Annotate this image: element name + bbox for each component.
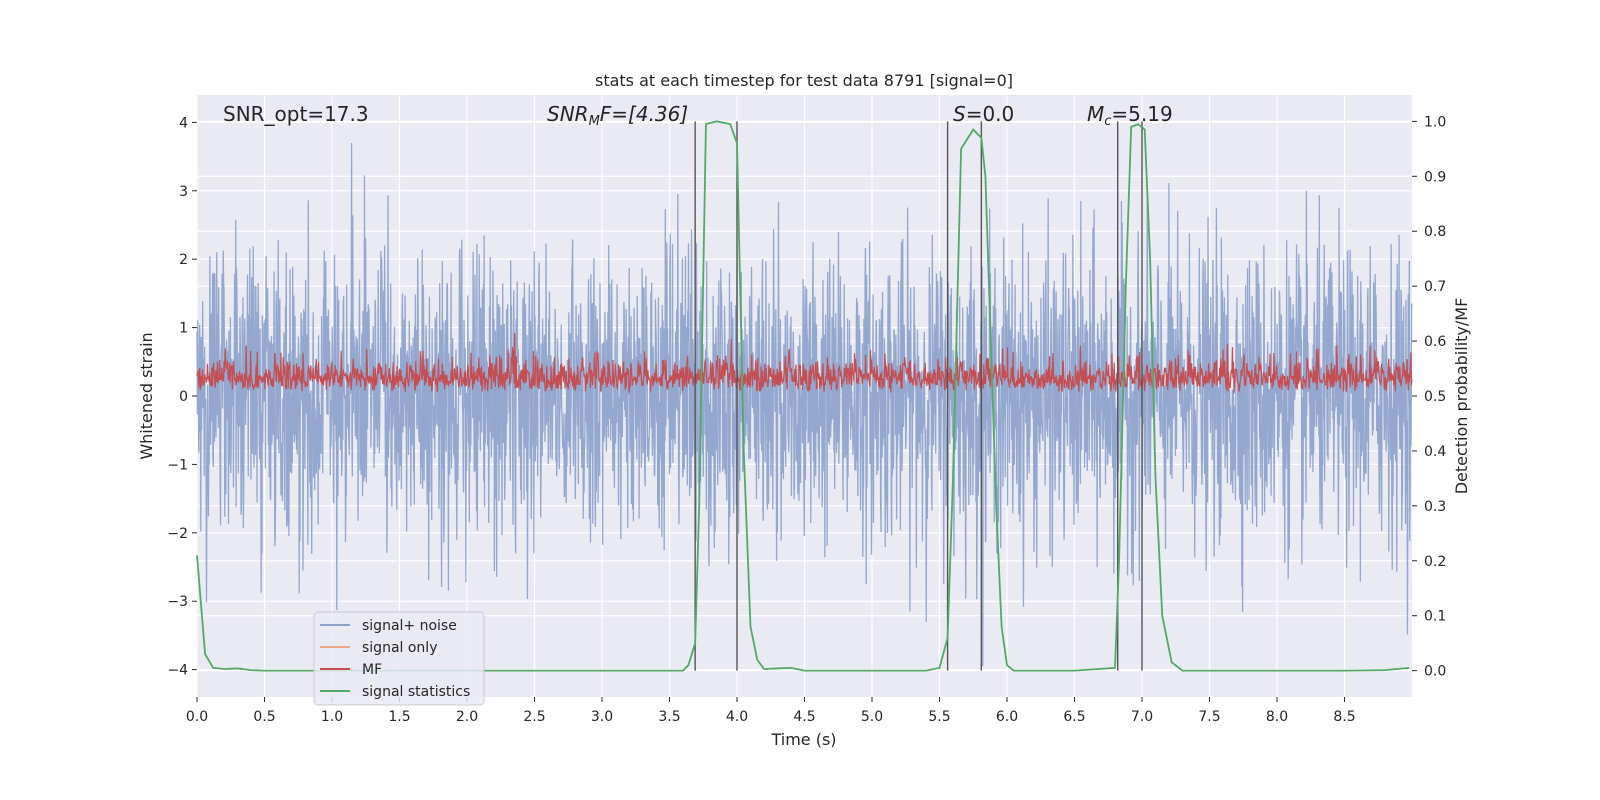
y-axis-label: Whitened strain [137,332,156,459]
x-tick-label: 7.0 [1131,709,1153,725]
y-tick-label: −4 [167,663,188,679]
legend-label-signal-statistics: signal statistics [362,684,470,700]
y-tick-label: −1 [167,457,188,473]
y-tick-label: 4 [179,115,188,131]
legend-label-signal-noise: signal+ noise [362,618,457,634]
x-tick-label: 1.5 [388,709,410,725]
annotation-s: S=0.0 [953,102,1014,126]
x-tick-label: 4.5 [793,709,815,725]
x-tick-label: 8.0 [1266,709,1288,725]
x-tick-label: 7.5 [1198,709,1220,725]
x-axis-ticks: 0.0 0.5 1.0 1.5 2.0 2.5 3.0 3.5 4.0 4.5 5.0 5.5 6.0 6… [186,697,1356,725]
y-right-tick-label: 0.2 [1424,554,1446,570]
y-right-tick-label: 0.9 [1424,169,1446,185]
x-tick-label: 6.5 [1063,709,1085,725]
x-tick-label: 1.0 [321,709,343,725]
signal-noise-line [196,142,1413,667]
legend-box [313,611,485,706]
x-tick-label: 2.0 [456,709,478,725]
x-tick-label: 8.5 [1333,709,1355,725]
x-tick-label: 6.0 [996,709,1018,725]
x-tick-label: 3.5 [658,709,680,725]
annotation-snr-mf: SNRMF=[4.36] [547,102,688,129]
y-tick-label: 3 [179,184,188,200]
x-axis-label: Time (s) [770,730,836,749]
legend: signal+ noise signal only MF signal stat… [313,611,485,706]
x-tick-label: 2.5 [523,709,545,725]
y-tick-label: −3 [167,594,188,610]
annotation-snr-opt: SNR_opt=17.3 [223,102,369,126]
y-right-tick-label: 0.5 [1424,389,1446,405]
annotation-mc: Mc=5.19 [1087,102,1173,129]
series-signal-noise [196,142,1413,667]
legend-label-mf: MF [362,662,382,678]
y-right-axis-ticks: 0.0 0.1 0.2 0.3 0.4 0.5 0.6 0.7 0.8 0.9 1.0 [1412,114,1446,680]
y-right-axis-label: Detection probability/MF [1452,298,1471,495]
y-right-tick-label: 0.1 [1424,609,1446,625]
x-tick-label: 0.0 [186,709,208,725]
y-right-tick-label: 0.4 [1424,444,1446,460]
y-right-tick-label: 0.0 [1424,664,1446,680]
y-right-tick-label: 1.0 [1424,114,1446,130]
y-axis-ticks: −4 −3 −2 −1 0 1 2 3 4 [167,115,197,679]
y-tick-label: 1 [179,321,188,337]
x-tick-label: 5.0 [861,709,883,725]
chart-title: stats at each timestep for test data 879… [595,71,1013,90]
y-right-tick-label: 0.6 [1424,334,1446,350]
legend-label-signal-only: signal only [362,640,437,656]
x-tick-label: 5.5 [928,709,950,725]
mf-line [196,332,1413,394]
series-mf [196,332,1413,394]
x-tick-label: 0.5 [253,709,275,725]
x-tick-label: 3.0 [591,709,613,725]
y-right-tick-label: 0.7 [1424,279,1446,295]
y-tick-label: −2 [167,526,188,542]
y-right-tick-label: 0.8 [1424,224,1446,240]
y-tick-label: 0 [179,389,188,405]
y-right-tick-label: 0.3 [1424,499,1446,515]
x-tick-label: 4.0 [726,709,748,725]
y-tick-label: 2 [179,252,188,268]
